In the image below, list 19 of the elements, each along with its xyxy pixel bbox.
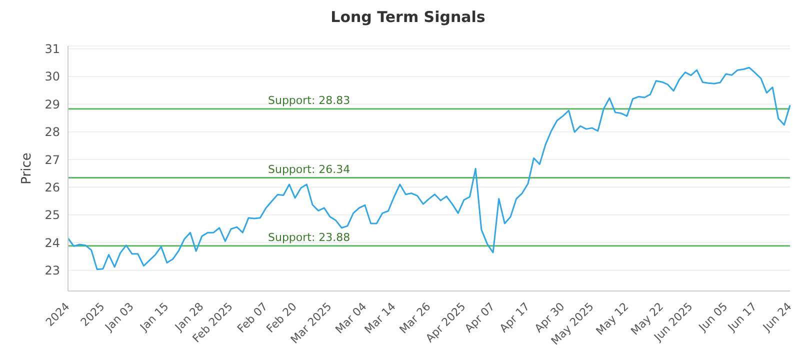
x-tick-label: Jan 15	[136, 300, 172, 334]
x-tick-label: Apr 17	[497, 300, 532, 336]
y-tick-label: 27	[44, 152, 60, 167]
y-tick-label: 23	[44, 263, 60, 278]
ref-line-label: Support: 23.88	[268, 230, 350, 244]
y-tick-label: 30	[44, 70, 60, 84]
y-axis-title: Price	[20, 152, 35, 184]
x-tick-label: Jan 03	[102, 300, 136, 334]
y-tick-label: 31	[44, 42, 60, 56]
y-tick-label: 29	[44, 97, 60, 112]
y-tick-label: 26	[44, 180, 60, 194]
line-series	[67, 66, 791, 270]
y-tick-label: 25	[44, 208, 60, 222]
y-tick-label: 28	[44, 125, 60, 140]
y-tick-label: 24	[44, 236, 60, 250]
chart-title: Long Term Signals	[330, 8, 486, 26]
ref-line-label: Support: 28.83	[268, 94, 350, 107]
ref-line-label: Support: 26.34	[268, 162, 350, 176]
x-tick-label: Jun 24	[760, 300, 794, 334]
